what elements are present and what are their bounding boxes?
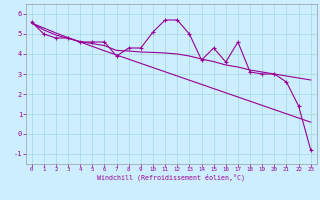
X-axis label: Windchill (Refroidissement éolien,°C): Windchill (Refroidissement éolien,°C): [97, 174, 245, 181]
